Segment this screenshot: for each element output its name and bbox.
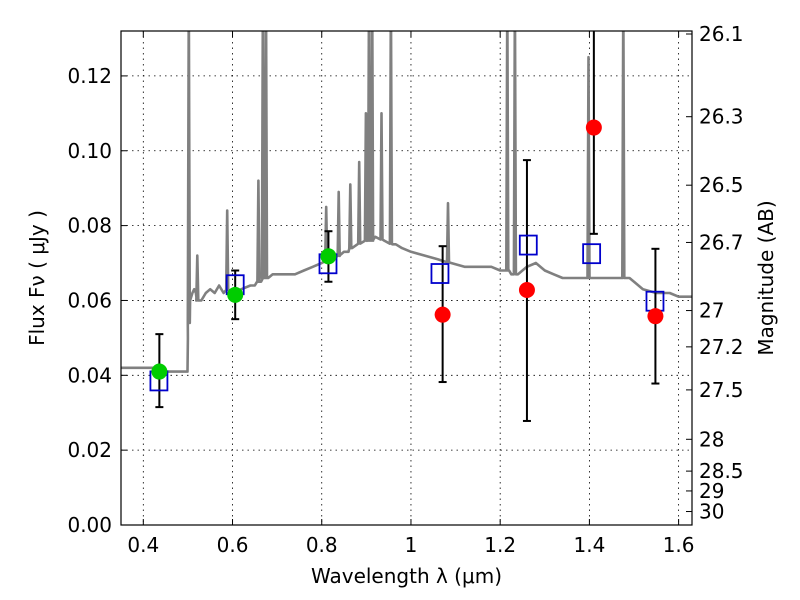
x-tick-label: 1.4 <box>573 533 605 557</box>
model-photometry-boxes <box>149 234 665 392</box>
x-tick-label: 0.4 <box>127 533 159 557</box>
right-tick-label: 27.5 <box>699 378 744 402</box>
data-point-red <box>585 119 602 136</box>
y-tick-label: 0.12 <box>67 64 112 88</box>
y-axis-title-left: Flux Fν ( μJy ) <box>25 210 49 346</box>
right-tick-label: 26.1 <box>699 22 744 46</box>
x-tick-label: 0.8 <box>306 533 338 557</box>
x-axis-title: Wavelength λ (μm) <box>311 564 502 588</box>
x-axis-label: Wavelength λ (μm) <box>311 564 502 588</box>
right-tick-label: 29 <box>699 479 724 503</box>
x-tick-label: 1 <box>405 533 418 557</box>
model-box <box>518 234 538 256</box>
x-tick-label: 0.6 <box>217 533 249 557</box>
y-tick-label: 0.04 <box>67 363 112 387</box>
axis-ticks: 0.4 0.6 0.8 1 1.2 1.4 1.6 0.00 0.02 0.04 0.06 0.08 0… <box>67 22 743 557</box>
right-tick-label: 28.5 <box>699 459 744 483</box>
model-box <box>430 263 450 284</box>
y-tick-label: 0.02 <box>67 438 112 462</box>
plot-frame <box>120 30 693 526</box>
right-tick-label: 30 <box>699 500 724 524</box>
model-box <box>582 243 602 265</box>
data-point-red <box>647 308 664 325</box>
right-tick-label: 27.2 <box>699 335 744 359</box>
data-point-green <box>151 363 168 380</box>
right-tick-label: 26.5 <box>699 173 744 197</box>
model-spectrum-line <box>121 31 692 373</box>
y-axis-label-right: Magnitude (AB) <box>754 200 778 355</box>
y-tick-label: 0.06 <box>67 288 112 312</box>
right-tick-label: 27 <box>699 299 724 323</box>
data-point-green <box>320 248 337 265</box>
y-tick-label: 0.08 <box>67 214 112 238</box>
x-tick-label: 1.6 <box>663 533 695 557</box>
y-tick-label: 0.00 <box>67 513 112 537</box>
y-axis-label-left: Flux Fν ( μJy ) <box>25 210 49 346</box>
data-point-green <box>227 286 244 303</box>
model-spectrum <box>121 31 692 373</box>
y-axis-title-right: Magnitude (AB) <box>754 200 778 355</box>
x-tick-label: 1.2 <box>484 533 516 557</box>
data-point-red <box>518 281 535 298</box>
right-tick-label: 26.7 <box>699 230 744 254</box>
right-tick-label: 28 <box>699 427 724 451</box>
right-tick-label: 26.3 <box>699 105 744 129</box>
data-point-red <box>434 306 451 323</box>
observed-points <box>151 119 664 380</box>
y-tick-label: 0.10 <box>67 139 112 163</box>
